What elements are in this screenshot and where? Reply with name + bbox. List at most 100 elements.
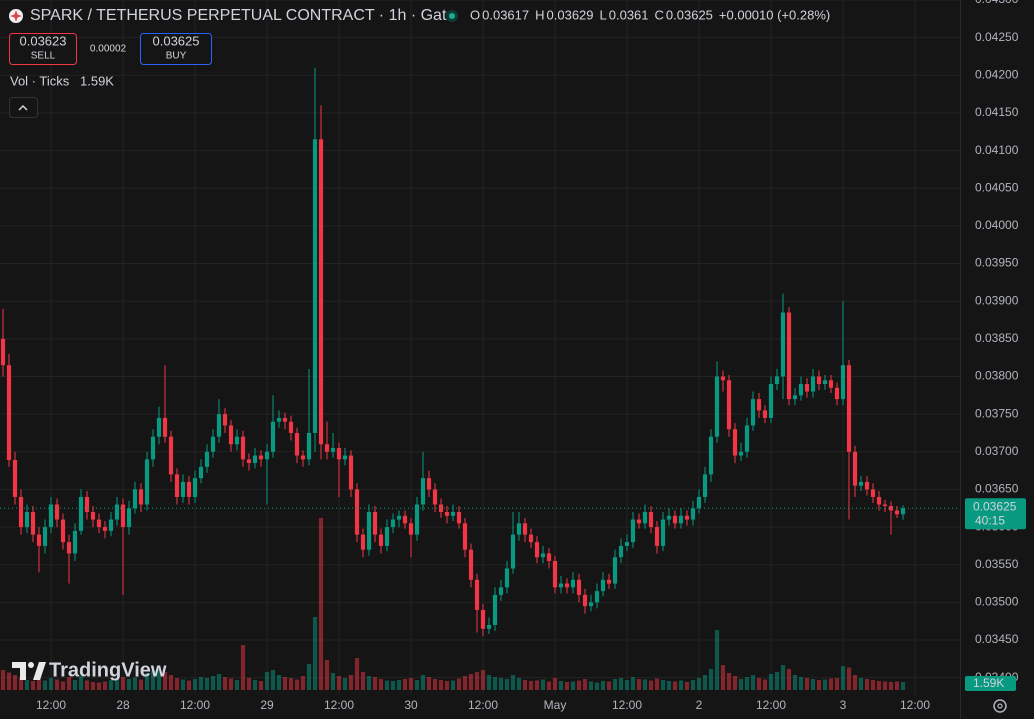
candle-body [900,508,906,515]
candle-body [762,410,768,418]
volume-bar [456,678,462,690]
candle-body [6,365,12,461]
candle-body [78,496,84,531]
volume-bar [162,672,168,690]
candle-body [690,508,696,520]
volume-bar [378,679,384,690]
volume-bar [192,679,198,690]
candle-body [714,376,720,437]
volume-bar [606,681,612,690]
x-tick-label: May [544,698,567,712]
last-price-box [965,498,1026,530]
volume-bar [336,676,342,690]
volume-bar [840,666,846,690]
volume-bar [510,675,516,690]
volume-bar [306,664,312,690]
candle-body [126,508,132,528]
candle-body [528,534,534,543]
candle-body [42,527,48,546]
volume-bar [900,682,906,690]
y-tick-label: 0.03800 [975,369,1019,383]
volume-bar [312,617,318,690]
candle-body [354,489,360,535]
candle-body [504,568,510,588]
volume-bar [402,679,408,690]
volume-bar [30,681,36,690]
y-tick-label: 0.04150 [975,105,1019,119]
legend-item: 0.03625 [666,7,713,22]
watermark-logo-slash [33,662,46,680]
y-tick-label: 0.03550 [975,557,1019,571]
volume-bar [228,678,234,690]
candle-body [888,506,894,511]
candle-body [744,425,750,452]
volume-bar [756,678,762,690]
volume-bar [24,680,30,690]
settings-icon[interactable] [993,699,1007,713]
volume-bar [834,678,840,690]
buy-button[interactable] [140,33,212,65]
volume-bar [684,682,690,690]
candle-body [228,425,234,445]
candle-body [324,444,330,452]
buy-label[interactable]: BUY [166,51,187,62]
candle-body [708,436,714,475]
candle-body [828,380,834,388]
collapse-icon[interactable] [18,104,28,111]
candle-body [732,429,738,456]
legend-item: C [655,7,664,22]
candle-body [540,553,546,558]
volume-bar [648,680,654,690]
volume-bar [876,681,882,690]
candle-body [588,602,594,607]
volume-bar [282,677,288,690]
symbol-icon-star [10,10,22,22]
candle-body [348,455,354,490]
settings-icon-center[interactable] [997,703,1003,709]
sell-label[interactable]: SELL [31,51,56,62]
volume-bar [156,669,162,690]
watermark: TradingView [49,659,167,681]
volume-bar [858,678,864,690]
candle-body [636,519,642,524]
candle-body [222,414,228,426]
candle-body [822,380,828,385]
volume-bar [174,678,180,690]
candle-body [612,557,618,584]
candle-body [834,387,840,400]
volume-bar [120,677,126,690]
volume-bar [66,677,72,690]
volume-bar [0,670,6,690]
buy-price[interactable]: 0.03625 [153,33,200,48]
volume-bar [342,678,348,690]
volume-bar [138,679,144,690]
volume-bar [42,680,48,690]
volume-bar [84,680,90,690]
candle-body [168,436,174,475]
volume-bar [618,678,624,690]
sell-button[interactable] [9,33,77,65]
volume-bar [612,679,618,690]
volume-bar [258,681,264,690]
candle-body [738,451,744,456]
sell-price[interactable]: 0.03623 [20,33,67,48]
volume-bar [78,676,84,690]
volume-bar [690,680,696,690]
volume-bar [6,672,12,690]
volume-bar [708,669,714,690]
volume-bar [408,678,414,690]
legend-item: O [470,7,480,22]
volume-bar [726,673,732,690]
volume-bar [438,680,444,690]
volume-bar [666,681,672,690]
volume-bar [492,677,498,690]
candle-body [798,384,804,396]
candle-body [96,519,102,528]
candle-body [54,504,60,520]
volume-bar [804,678,810,690]
volume-title: Vol · Ticks [10,73,70,88]
candle-body [750,399,756,426]
candle-body [408,523,414,535]
volume-bar [636,679,642,690]
volume-bar [642,679,648,690]
